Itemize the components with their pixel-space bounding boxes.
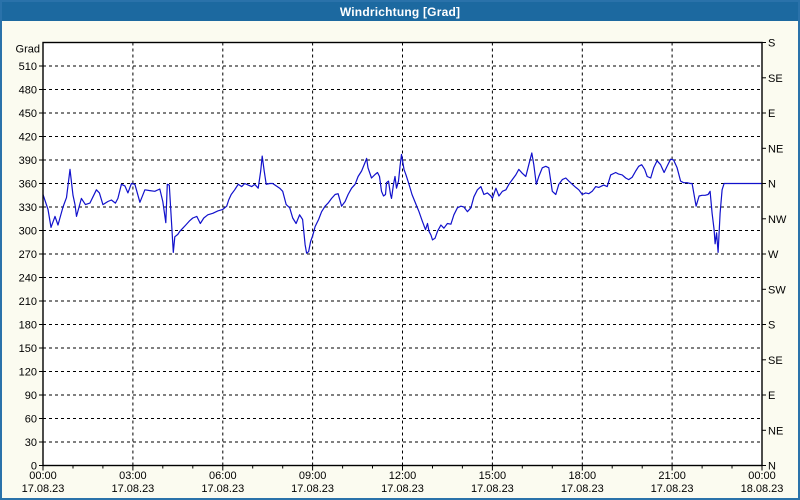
svg-text:390: 390 xyxy=(19,155,37,167)
svg-text:17.08.23: 17.08.23 xyxy=(381,483,424,495)
svg-text:W: W xyxy=(768,249,779,261)
svg-text:17.08.23: 17.08.23 xyxy=(471,483,514,495)
svg-text:06:00: 06:00 xyxy=(209,470,237,482)
svg-text:21:00: 21:00 xyxy=(658,470,686,482)
svg-text:90: 90 xyxy=(25,390,37,402)
svg-text:17.08.23: 17.08.23 xyxy=(201,483,244,495)
svg-text:NW: NW xyxy=(768,214,787,226)
x-axis-time-labels: 00:00 03:00 06:00 09:00 12:00 15:00 18:00 21:00… xyxy=(29,470,776,482)
svg-text:17.08.23: 17.08.23 xyxy=(651,483,694,495)
svg-text:150: 150 xyxy=(19,343,37,355)
y-axis-right-labels: S SE E NE N NW W SW S SE E NE N xyxy=(768,38,787,473)
svg-text:NE: NE xyxy=(768,143,783,155)
svg-text:03:00: 03:00 xyxy=(119,470,147,482)
svg-text:NE: NE xyxy=(768,425,783,437)
svg-text:17.08.23: 17.08.23 xyxy=(291,483,334,495)
svg-text:S: S xyxy=(768,320,775,332)
svg-text:17.08.23: 17.08.23 xyxy=(111,483,154,495)
vertical-gridlines xyxy=(132,42,673,466)
svg-text:SE: SE xyxy=(768,355,783,367)
svg-text:240: 240 xyxy=(19,273,37,285)
title-bar: Windrichtung [Grad] xyxy=(2,2,798,21)
svg-text:09:00: 09:00 xyxy=(299,470,327,482)
svg-text:300: 300 xyxy=(19,226,37,238)
svg-text:360: 360 xyxy=(19,179,37,191)
y-axis-left-labels: 0 30 60 90 120 150 180 210 240 270 300 330 360 390 420… xyxy=(19,61,37,473)
svg-text:0: 0 xyxy=(31,461,37,473)
svg-text:00:00: 00:00 xyxy=(29,470,57,482)
x-axis-ticks xyxy=(42,465,763,471)
svg-text:E: E xyxy=(768,390,775,402)
y-axis-left xyxy=(39,65,43,466)
svg-text:210: 210 xyxy=(19,296,37,308)
svg-text:12:00: 12:00 xyxy=(389,470,417,482)
svg-text:30: 30 xyxy=(25,437,37,449)
svg-text:180: 180 xyxy=(19,320,37,332)
svg-text:510: 510 xyxy=(19,61,37,73)
svg-text:18:00: 18:00 xyxy=(569,470,597,482)
svg-text:450: 450 xyxy=(19,108,37,120)
svg-text:SE: SE xyxy=(768,73,783,85)
svg-text:N: N xyxy=(768,179,776,191)
svg-text:S: S xyxy=(768,38,775,50)
svg-text:18.08.23: 18.08.23 xyxy=(741,483,784,495)
window-title: Windrichtung [Grad] xyxy=(339,4,461,19)
svg-text:E: E xyxy=(768,108,775,120)
svg-text:N: N xyxy=(768,461,776,473)
svg-text:17.08.23: 17.08.23 xyxy=(22,483,65,495)
svg-text:120: 120 xyxy=(19,367,37,379)
y-axis-unit-label: Grad xyxy=(16,44,40,56)
y-axis-right xyxy=(762,42,766,466)
svg-text:330: 330 xyxy=(19,202,37,214)
svg-text:270: 270 xyxy=(19,249,37,261)
svg-text:00:00: 00:00 xyxy=(748,470,776,482)
svg-text:15:00: 15:00 xyxy=(479,470,507,482)
svg-text:SW: SW xyxy=(768,284,786,296)
svg-text:17.08.23: 17.08.23 xyxy=(561,483,604,495)
x-axis-date-labels: 17.08.23 17.08.23 17.08.23 17.08.23 17.08.23… xyxy=(22,483,784,495)
svg-text:60: 60 xyxy=(25,414,37,426)
svg-text:480: 480 xyxy=(19,85,37,97)
wind-direction-line xyxy=(42,152,762,254)
svg-text:420: 420 xyxy=(19,132,37,144)
